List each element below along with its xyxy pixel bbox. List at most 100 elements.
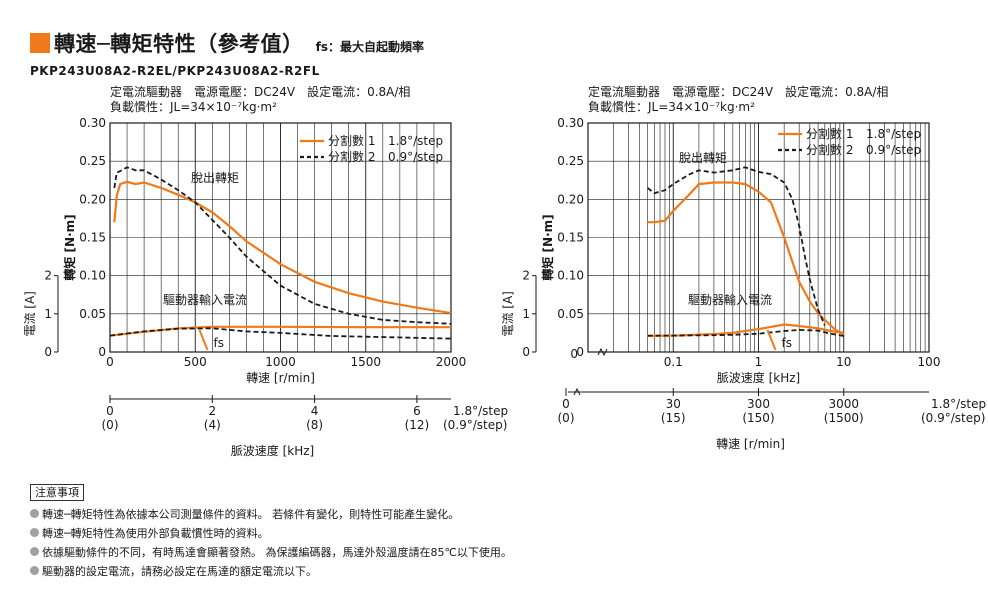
chart-info-line: 負載慣性：JL=34×10⁻⁷kg·m² bbox=[588, 99, 755, 114]
x-tick-label: 2000 bbox=[436, 355, 467, 369]
bullet-icon bbox=[30, 528, 39, 537]
chart-info-line: 定電流驅動器 電源電壓：DC24V 設定電流：0.8A/相 bbox=[110, 84, 410, 99]
secondary-tick-label: (0) bbox=[558, 411, 575, 425]
secondary-tick-label: 3000 bbox=[828, 397, 859, 411]
fs-marker bbox=[766, 329, 777, 351]
legend-label: 分割數 1 bbox=[806, 126, 853, 141]
y-tick-label: 0.15 bbox=[79, 231, 106, 245]
secondary-tick-label: 0 bbox=[562, 397, 570, 411]
bullet-icon bbox=[30, 566, 39, 575]
y-tick-label: 0.20 bbox=[557, 192, 584, 206]
y-tick-label: 0.05 bbox=[557, 307, 584, 321]
current-tick-label: 0 bbox=[522, 345, 530, 359]
page-title: 轉速─轉矩特性（參考值） bbox=[54, 32, 304, 56]
axis-break-icon bbox=[597, 347, 608, 357]
secondary-end-label: (0.9°/step) bbox=[921, 411, 985, 425]
annotation-driver-current: 驅動器輸入電流 bbox=[163, 292, 247, 307]
chart-2: 定電流驅動器 電源電壓：DC24V 設定電流：0.8A/相負載慣性：JL=34×… bbox=[501, 84, 986, 451]
chart-1: 定電流驅動器 電源電壓：DC24V 設定電流：0.8A/相負載慣性：JL=34×… bbox=[23, 84, 508, 458]
secondary-tick-label: 2 bbox=[208, 404, 216, 418]
note-text: 依據驅動條件的不同，有時馬達會顯著發熱。 為保護編碼器，馬達外殼溫度請在85℃以… bbox=[42, 545, 512, 559]
fs-note: fs：最大自起動頻率 bbox=[315, 39, 425, 54]
x-tick-label: 0.1 bbox=[664, 355, 683, 369]
series-line-torque bbox=[647, 166, 826, 326]
y-tick-label: 0.05 bbox=[79, 307, 106, 321]
note-item: 依據驅動條件的不同，有時馬達會顯著發熱。 為保護編碼器，馬達外殼溫度請在85℃以… bbox=[30, 542, 512, 561]
legend-step: 0.9°/step bbox=[388, 150, 443, 164]
secondary-end-label: (0.9°/step) bbox=[443, 418, 507, 432]
annotation-pullout: 脫出轉矩 bbox=[679, 150, 727, 165]
plot-frame bbox=[587, 122, 930, 353]
secondary-tick-label: (15) bbox=[661, 411, 686, 425]
secondary-tick-label: 300 bbox=[747, 397, 770, 411]
chart-info-line: 定電流驅動器 電源電壓：DC24V 設定電流：0.8A/相 bbox=[588, 84, 888, 99]
y-tick-label: 0.15 bbox=[557, 231, 584, 245]
series-line-torque bbox=[113, 166, 452, 325]
notes-title: 注意事項 bbox=[30, 484, 84, 501]
current-axis-label: 電流 [A] bbox=[501, 291, 515, 336]
note-text: 轉速─轉矩特性為使用外部負載慣性時的資料。 bbox=[42, 526, 269, 540]
x-tick-label: 1000 bbox=[265, 355, 296, 369]
bullet-icon bbox=[30, 509, 39, 518]
x-tick-label: 0 bbox=[106, 355, 114, 369]
annotation-driver-current: 驅動器輸入電流 bbox=[688, 292, 772, 307]
current-tick-label: 0 bbox=[44, 345, 52, 359]
secondary-tick-label: (1500) bbox=[824, 411, 864, 425]
secondary-tick-label: (150) bbox=[742, 411, 774, 425]
model-number: PKP243U08A2-R2EL/PKP243U08A2-R2FL bbox=[30, 64, 320, 78]
legend-step: 1.8°/step bbox=[866, 127, 921, 141]
y-tick-label: 0.10 bbox=[79, 269, 106, 283]
legend-step: 0.9°/step bbox=[866, 143, 921, 157]
x-zero-label: 0 bbox=[570, 347, 578, 361]
note-text: 驅動器的設定電流，請務必設定在馬達的額定電流以下。 bbox=[42, 564, 317, 578]
y-axis-label: 轉矩 [N·m] bbox=[62, 214, 77, 280]
plot-frame bbox=[109, 122, 452, 353]
y-tick-label: 0.30 bbox=[557, 116, 584, 130]
current-tick-label: 2 bbox=[44, 269, 52, 283]
x-tick-label: 1500 bbox=[350, 355, 381, 369]
current-axis-label: 電流 [A] bbox=[23, 291, 37, 336]
header: 轉速─轉矩特性（參考值） fs：最大自起動頻率 bbox=[30, 28, 424, 58]
chart-info-line: 負載慣性：JL=34×10⁻⁷kg·m² bbox=[110, 99, 277, 114]
orange-marker bbox=[30, 33, 50, 53]
secondary-end-label: 1.8°/step bbox=[453, 404, 508, 418]
x-tick-label: 1 bbox=[755, 355, 763, 369]
series-line-current bbox=[647, 328, 844, 337]
y-axis-label: 轉矩 [N·m] bbox=[540, 214, 555, 280]
y-tick-label: 0.25 bbox=[79, 154, 106, 168]
annotation-fs: fs bbox=[213, 336, 223, 350]
secondary-tick-label: 4 bbox=[311, 404, 319, 418]
current-tick-label: 2 bbox=[522, 269, 530, 283]
x-tick-label: 100 bbox=[918, 355, 941, 369]
x-tick-label: 500 bbox=[184, 355, 207, 369]
series-line-current bbox=[109, 327, 452, 340]
secondary-tick-label: (0) bbox=[102, 418, 119, 432]
series-line-current bbox=[647, 323, 844, 338]
secondary-tick-label: (4) bbox=[204, 418, 221, 432]
secondary-axis-label: 轉速 [r/min] bbox=[716, 437, 785, 451]
annotation-fs: fs bbox=[782, 336, 792, 350]
current-tick-label: 1 bbox=[522, 307, 530, 321]
legend-label: 分割數 1 bbox=[328, 133, 375, 148]
annotation-pullout: 脫出轉矩 bbox=[191, 170, 239, 185]
legend-label: 分割數 2 bbox=[806, 142, 853, 157]
y-tick-label: 0.25 bbox=[557, 154, 584, 168]
note-item: 轉速─轉矩特性為使用外部負載慣性時的資料。 bbox=[30, 523, 512, 542]
x-axis-label: 脈波速度 [kHz] bbox=[717, 370, 800, 385]
fs-marker bbox=[198, 329, 209, 351]
note-text: 轉速─轉矩特性為依據本公司測量條件的資料。 若條件有變化，則特性可能產生變化。 bbox=[42, 507, 460, 521]
y-tick-label: 0.10 bbox=[557, 269, 584, 283]
x-axis-label: 轉速 [r/min] bbox=[246, 371, 315, 385]
secondary-tick-label: (12) bbox=[405, 418, 430, 432]
series-line-torque bbox=[113, 180, 452, 315]
secondary-tick-label: 30 bbox=[666, 397, 681, 411]
notes-section: 注意事項 轉速─轉矩特性為依據本公司測量條件的資料。 若條件有變化，則特性可能產… bbox=[30, 484, 512, 580]
note-item: 驅動器的設定電流，請務必設定在馬達的額定電流以下。 bbox=[30, 561, 512, 580]
bullet-icon bbox=[30, 547, 39, 556]
note-item: 轉速─轉矩特性為依據本公司測量條件的資料。 若條件有變化，則特性可能產生變化。 bbox=[30, 504, 512, 523]
series-line-torque bbox=[647, 181, 845, 336]
current-tick-label: 1 bbox=[44, 307, 52, 321]
legend-label: 分割數 2 bbox=[328, 149, 375, 164]
y-tick-label: 0 bbox=[98, 345, 106, 359]
x-tick-label: 10 bbox=[836, 355, 851, 369]
